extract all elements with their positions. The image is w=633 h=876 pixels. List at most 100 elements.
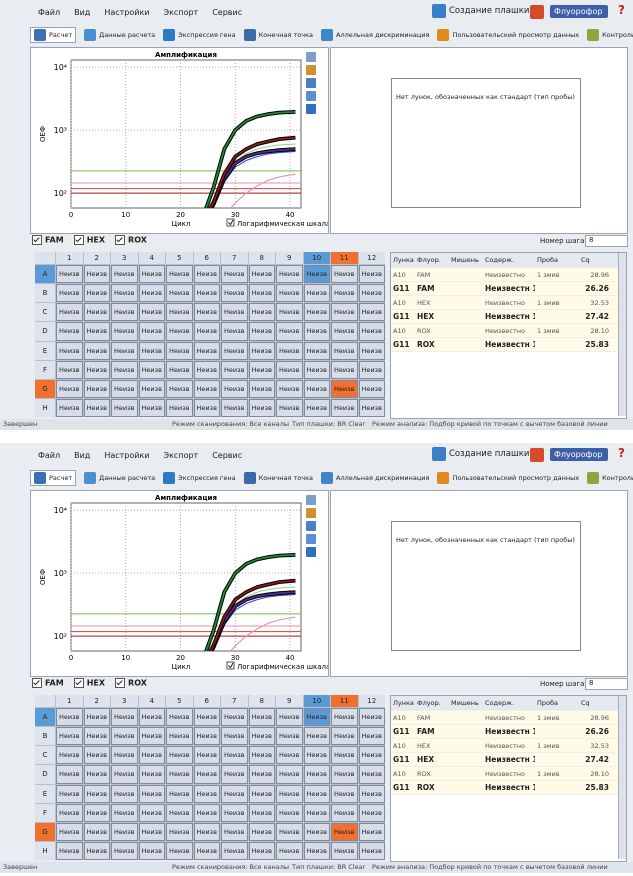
fluorophore-checkbox[interactable]: ROX [115,678,147,688]
well[interactable]: Неизв [166,380,193,398]
well[interactable]: Неизв [56,804,83,822]
well[interactable]: Неизв [56,399,83,417]
well[interactable]: Неизв [249,265,276,283]
well[interactable]: Неизв [139,746,166,764]
well[interactable]: Неизв [304,804,331,822]
well[interactable]: Неизв [166,727,193,745]
step-select[interactable]: 8 [585,678,628,690]
fluorophore-checkbox[interactable]: HEX [74,678,105,688]
well[interactable]: Неизв [166,823,193,841]
create-plate-button[interactable]: Создание плашки [432,4,529,18]
well[interactable]: Неизв [139,361,166,379]
well[interactable]: Неизв [331,823,358,841]
well[interactable]: Неизв [249,727,276,745]
well[interactable]: Неизв [194,342,221,360]
well[interactable]: Неизв [111,322,138,340]
well[interactable]: Неизв [359,265,386,283]
well[interactable]: Неизв [304,708,331,726]
well[interactable]: Неизв [276,727,303,745]
well[interactable]: Неизв [56,265,83,283]
menu-item[interactable]: Сервис [212,451,242,460]
tab[interactable]: Расчет [30,470,76,486]
well[interactable]: Неизв [276,322,303,340]
well[interactable]: Неизв [166,842,193,860]
well[interactable]: Неизв [84,265,111,283]
well[interactable]: Неизв [84,804,111,822]
well[interactable]: Неизв [221,284,248,302]
well[interactable]: Неизв [359,322,386,340]
well[interactable]: Неизв [139,708,166,726]
well[interactable]: Неизв [194,765,221,783]
well[interactable]: Неизв [84,303,111,321]
well[interactable]: Неизв [194,322,221,340]
well[interactable]: Неизв [331,322,358,340]
well[interactable]: Неизв [304,746,331,764]
well[interactable]: Неизв [111,342,138,360]
well[interactable]: Неизв [359,842,386,860]
well[interactable]: Неизв [221,380,248,398]
well[interactable]: Неизв [84,727,111,745]
well[interactable]: Неизв [221,727,248,745]
well[interactable]: Неизв [249,284,276,302]
well[interactable]: Неизв [194,804,221,822]
column-header[interactable]: Лунка [391,256,415,264]
well[interactable]: Неизв [139,823,166,841]
well[interactable]: Неизв [304,842,331,860]
well[interactable]: Неизв [139,765,166,783]
well[interactable]: Неизв [221,804,248,822]
well[interactable]: Неизв [359,284,386,302]
column-header[interactable]: Мишень [449,699,483,707]
well[interactable]: Неизв [331,284,358,302]
well[interactable]: Неизв [139,322,166,340]
well[interactable]: Неизв [276,380,303,398]
well[interactable]: Неизв [359,342,386,360]
well[interactable]: Неизв [249,842,276,860]
well[interactable]: Неизв [194,361,221,379]
well[interactable]: Неизв [194,708,221,726]
column-header[interactable]: Лунка [391,699,415,707]
well[interactable]: Неизв [221,342,248,360]
tab[interactable]: Данные расчета [84,472,155,484]
well[interactable]: Неизв [166,785,193,803]
well[interactable]: Неизв [276,804,303,822]
well[interactable]: Неизв [249,322,276,340]
well[interactable]: Неизв [304,284,331,302]
well[interactable]: Неизв [276,284,303,302]
well[interactable]: Неизв [56,727,83,745]
well[interactable]: Неизв [304,765,331,783]
well[interactable]: Неизв [331,842,358,860]
well[interactable]: Неизв [166,746,193,764]
well[interactable]: Неизв [111,842,138,860]
well[interactable]: Неизв [221,823,248,841]
well[interactable]: Неизв [139,342,166,360]
menu-item[interactable]: Настройки [104,451,149,460]
column-header[interactable]: Флуор. [415,256,449,264]
well[interactable]: Неизв [249,785,276,803]
well[interactable]: Неизв [139,727,166,745]
well[interactable]: Неизв [84,765,111,783]
well[interactable]: Неизв [111,399,138,417]
well[interactable]: Неизв [111,284,138,302]
well[interactable]: Неизв [331,342,358,360]
well[interactable]: Неизв [56,303,83,321]
well[interactable]: Неизв [304,399,331,417]
tab[interactable]: Контроль к [587,29,633,41]
well[interactable]: Неизв [249,746,276,764]
menu-item[interactable]: Сервис [212,8,242,17]
well[interactable]: Неизв [194,727,221,745]
well[interactable]: Неизв [56,322,83,340]
well[interactable]: Неизв [111,765,138,783]
well[interactable]: Неизв [249,708,276,726]
step-select[interactable]: 8 [585,235,628,247]
well[interactable]: Неизв [359,785,386,803]
well[interactable]: Неизв [276,708,303,726]
column-header[interactable]: Мишень [449,256,483,264]
well[interactable]: Неизв [56,708,83,726]
well[interactable]: Неизв [304,380,331,398]
well[interactable]: Неизв [84,785,111,803]
well[interactable]: Неизв [359,708,386,726]
well[interactable]: Неизв [221,708,248,726]
fluorophore-checkbox[interactable]: HEX [74,235,105,245]
well[interactable]: Неизв [166,804,193,822]
well[interactable]: Неизв [84,342,111,360]
